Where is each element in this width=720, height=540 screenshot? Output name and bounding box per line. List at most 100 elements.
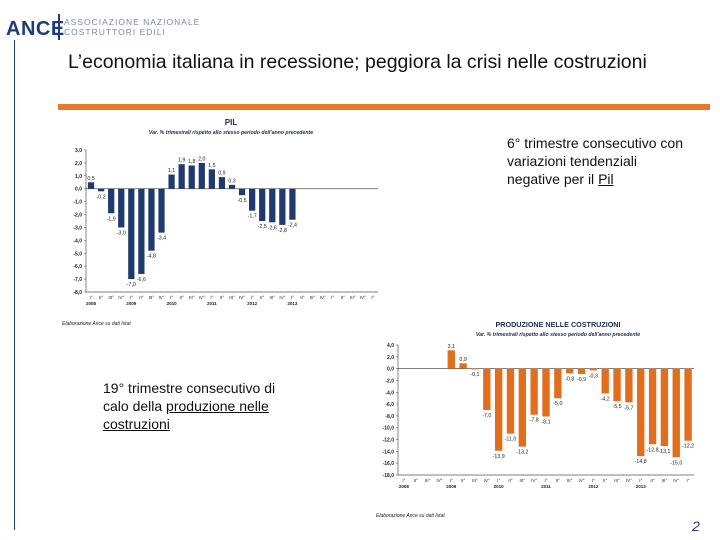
- pil-bar: [87, 182, 95, 189]
- pil-x-tick-label: II°: [220, 295, 225, 300]
- prod-x-tick-label: IV°: [436, 478, 442, 483]
- pil-chart: PIL Var. % trimestrali rispetto allo stes…: [62, 118, 378, 327]
- production-note-text: 19° trimestre consecutivo di calo della: [103, 380, 276, 414]
- prod-year-label: 2010: [494, 484, 505, 489]
- prod-x-tick-label: I°: [402, 478, 405, 483]
- pil-x-tick-label: I°: [90, 295, 93, 300]
- pil-data-label: 1,1: [168, 168, 175, 174]
- prod-data-label: -5,0: [553, 401, 562, 407]
- prod-y-tick-label: -4,0: [385, 390, 394, 396]
- prod-y-tick-label: 0,0: [387, 367, 394, 373]
- pil-x-tick-label: I°: [331, 295, 334, 300]
- pil-x-tick-label: I°: [371, 295, 374, 300]
- pil-y-tick-label: -2,0: [73, 213, 82, 219]
- pil-bar: [97, 188, 105, 192]
- logo-subtitle-line1: ASSOCIAZIONE NAZIONALE: [64, 17, 201, 27]
- prod-year-label: 2009: [446, 484, 457, 489]
- production-note-link1[interactable]: produzione nelle: [166, 398, 269, 414]
- pil-year-label: 2009: [126, 301, 137, 306]
- prod-data-label: -0,1: [470, 372, 479, 378]
- prod-data-label: -0,8: [565, 376, 574, 382]
- prod-x-tick-label: III°: [614, 478, 620, 483]
- ance-logo: ANCE: [6, 18, 65, 40]
- prod-title: PRODUZIONE NELLE COSTRUZIONI: [496, 320, 621, 329]
- prod-data-label: 0,9: [459, 357, 466, 363]
- prod-x-tick-label: I°: [639, 478, 642, 483]
- pil-data-label: 1,9: [178, 158, 185, 164]
- pil-bar: [148, 188, 155, 251]
- pil-data-label: -1,9: [107, 216, 116, 222]
- pil-data-label: -3,4: [157, 236, 166, 242]
- prod-source: Elaborazione Ance su dati Istat: [376, 513, 445, 519]
- prod-x-tick-label: I°: [592, 478, 595, 483]
- prod-y-tick-label: -6,0: [385, 402, 394, 408]
- pil-data-label: -0,5: [237, 198, 246, 204]
- pil-y-tick-label: 2,0: [75, 161, 82, 167]
- prod-y-tick-label: -2,0: [385, 378, 394, 384]
- prod-x-tick-label: IV°: [531, 478, 537, 483]
- prod-x-tick-label: III°: [425, 478, 431, 483]
- prod-subtitle: Var. % trimestrali rispetto allo stesso …: [476, 332, 640, 338]
- pil-note-text: 6° trimestre consecutivo con variazioni …: [507, 135, 684, 187]
- prod-y-tick-label: 4,0: [387, 343, 394, 349]
- pil-data-label: -4,8: [147, 254, 156, 260]
- pil-bar: [188, 165, 195, 189]
- prod-year-label: 2008: [399, 484, 410, 489]
- prod-y-tick-label: -10,0: [383, 426, 395, 432]
- prod-year-label: 2011: [541, 484, 551, 489]
- pil-x-tick-label: IV°: [199, 295, 205, 300]
- prod-data-label: -14,8: [635, 459, 647, 465]
- pil-y-tick-label: -4,0: [73, 238, 82, 244]
- prod-bar: [483, 368, 491, 410]
- pil-x-tick-label: IV°: [320, 295, 326, 300]
- prod-x-tick-label: II°: [461, 478, 466, 483]
- pil-source: Elaborazione Ance su dati Istat: [62, 321, 131, 327]
- prod-bar: [530, 368, 538, 415]
- pil-bar: [158, 188, 165, 233]
- prod-bar: [471, 368, 479, 370]
- prod-x-tick-label: III°: [520, 478, 526, 483]
- production-note: 19° trimestre consecutivo di calo della …: [103, 379, 293, 433]
- pil-bar: [198, 162, 205, 189]
- page-number: 2: [692, 518, 700, 534]
- pil-year-label: 2010: [167, 301, 178, 306]
- prod-y-tick-label: -14,0: [383, 449, 395, 455]
- prod-data-label: -13,2: [516, 450, 528, 456]
- prod-data-label: -12,8: [647, 447, 659, 453]
- prod-bar: [518, 368, 526, 447]
- prod-data-label: -0,3: [589, 373, 598, 379]
- pil-note-link[interactable]: Pil: [598, 171, 614, 187]
- pil-bar: [238, 188, 246, 196]
- pil-y-tick-label: -6,0: [73, 264, 82, 270]
- prod-data-label: -11,0: [505, 437, 517, 443]
- pil-x-tick-label: II°: [179, 295, 184, 300]
- production-note-link2[interactable]: costruzioni: [103, 416, 170, 432]
- prod-data-label: -7,0: [482, 413, 491, 419]
- prod-x-tick-label: I°: [450, 478, 453, 483]
- pil-x-tick-label: I°: [210, 295, 213, 300]
- pil-data-label: -0,2: [97, 194, 106, 200]
- pil-x-tick-label: I°: [130, 295, 133, 300]
- prod-x-tick-label: II°: [650, 478, 655, 483]
- pil-data-label: -1,7: [248, 214, 257, 220]
- pil-year-label: 2008: [86, 301, 97, 306]
- prod-bar: [660, 368, 669, 447]
- prod-bar: [506, 368, 515, 434]
- prod-data-label: -13,1: [658, 449, 670, 455]
- prod-bar: [447, 350, 455, 369]
- prod-bar: [566, 368, 574, 374]
- pil-x-tick-label: III°: [149, 295, 155, 300]
- prod-year-label: 2013: [636, 484, 647, 489]
- prod-x-tick-label: IV°: [484, 478, 490, 483]
- pil-data-label: 1,5: [208, 163, 215, 169]
- prod-data-label: -5,5: [612, 404, 621, 410]
- title-underline-bar: [58, 104, 710, 110]
- logo-separator: [58, 14, 60, 40]
- pil-note: 6° trimestre consecutivo con variazioni …: [507, 134, 687, 188]
- pil-y-tick-label: -7,0: [73, 277, 82, 283]
- prod-y-tick-label: -12,0: [383, 438, 395, 444]
- prod-bar: [494, 368, 503, 451]
- pil-bar: [249, 188, 256, 211]
- pil-year-label: 2013: [287, 301, 298, 306]
- prod-x-tick-label: II°: [508, 478, 513, 483]
